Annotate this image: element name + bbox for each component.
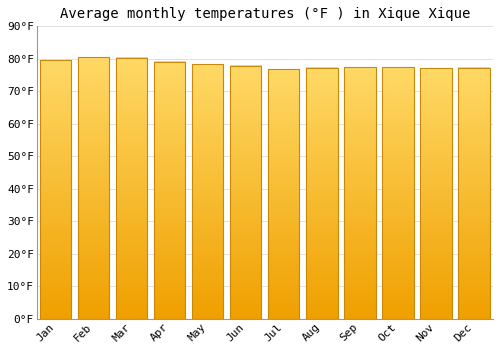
Bar [230, 65, 262, 319]
Bar [40, 61, 72, 319]
Bar [192, 64, 224, 319]
Bar [78, 57, 110, 319]
Bar [382, 67, 414, 319]
Bar [458, 68, 490, 319]
Bar [306, 68, 338, 319]
Bar [420, 68, 452, 319]
Bar [344, 67, 376, 319]
Bar [116, 58, 148, 319]
Title: Average monthly temperatures (°F ) in Xique Xique: Average monthly temperatures (°F ) in Xi… [60, 7, 470, 21]
Bar [268, 69, 300, 319]
Bar [154, 62, 186, 319]
